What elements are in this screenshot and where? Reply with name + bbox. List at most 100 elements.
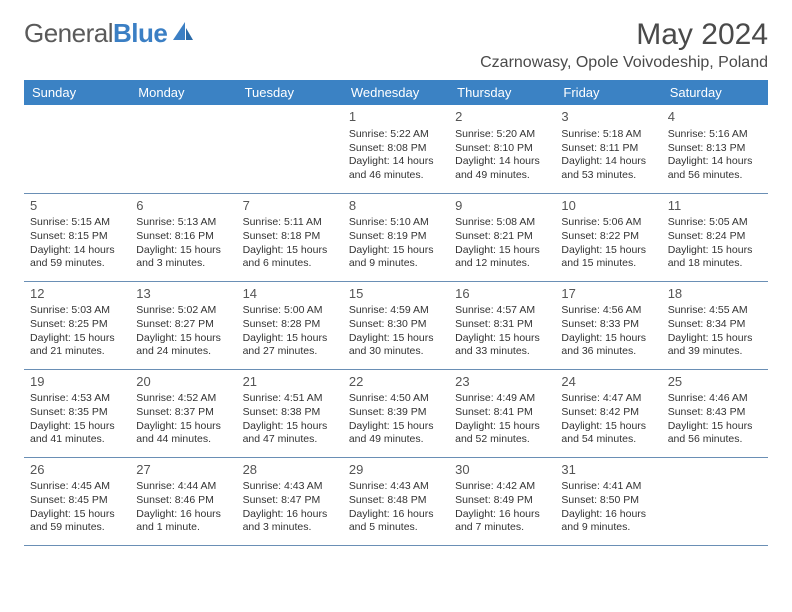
- day-header: Monday: [130, 80, 236, 105]
- calendar-cell: [130, 105, 236, 193]
- calendar-cell: 13Sunrise: 5:02 AMSunset: 8:27 PMDayligh…: [130, 281, 236, 369]
- daylight-line: Daylight: 15 hours and 44 minutes.: [136, 420, 230, 447]
- day-number: 21: [243, 374, 337, 391]
- day-number: 2: [455, 109, 549, 126]
- calendar-cell: 3Sunrise: 5:18 AMSunset: 8:11 PMDaylight…: [555, 105, 661, 193]
- sunrise-line: Sunrise: 4:53 AM: [30, 392, 124, 406]
- logo-text: GeneralBlue: [24, 18, 167, 49]
- calendar-cell: 20Sunrise: 4:52 AMSunset: 8:37 PMDayligh…: [130, 369, 236, 457]
- calendar-row: 12Sunrise: 5:03 AMSunset: 8:25 PMDayligh…: [24, 281, 768, 369]
- calendar-cell: 22Sunrise: 4:50 AMSunset: 8:39 PMDayligh…: [343, 369, 449, 457]
- sunrise-line: Sunrise: 4:49 AM: [455, 392, 549, 406]
- sunset-line: Sunset: 8:13 PM: [668, 142, 762, 156]
- calendar-cell: 5Sunrise: 5:15 AMSunset: 8:15 PMDaylight…: [24, 193, 130, 281]
- sunrise-line: Sunrise: 5:06 AM: [561, 216, 655, 230]
- month-title: May 2024: [480, 18, 768, 52]
- daylight-line: Daylight: 14 hours and 46 minutes.: [349, 155, 443, 182]
- daylight-line: Daylight: 15 hours and 47 minutes.: [243, 420, 337, 447]
- sunrise-line: Sunrise: 5:10 AM: [349, 216, 443, 230]
- day-number: 30: [455, 462, 549, 479]
- day-number: 6: [136, 198, 230, 215]
- daylight-line: Daylight: 16 hours and 9 minutes.: [561, 508, 655, 535]
- daylight-line: Daylight: 15 hours and 21 minutes.: [30, 332, 124, 359]
- sunrise-line: Sunrise: 4:52 AM: [136, 392, 230, 406]
- calendar-cell: 19Sunrise: 4:53 AMSunset: 8:35 PMDayligh…: [24, 369, 130, 457]
- daylight-line: Daylight: 14 hours and 59 minutes.: [30, 244, 124, 271]
- day-number: 11: [668, 198, 762, 215]
- sunset-line: Sunset: 8:08 PM: [349, 142, 443, 156]
- calendar-cell: 10Sunrise: 5:06 AMSunset: 8:22 PMDayligh…: [555, 193, 661, 281]
- sunset-line: Sunset: 8:21 PM: [455, 230, 549, 244]
- daylight-line: Daylight: 16 hours and 7 minutes.: [455, 508, 549, 535]
- sunset-line: Sunset: 8:35 PM: [30, 406, 124, 420]
- calendar-cell: [662, 457, 768, 545]
- calendar-cell: 24Sunrise: 4:47 AMSunset: 8:42 PMDayligh…: [555, 369, 661, 457]
- sunrise-line: Sunrise: 4:59 AM: [349, 304, 443, 318]
- day-number: 18: [668, 286, 762, 303]
- day-number: 1: [349, 109, 443, 126]
- calendar-header-row: SundayMondayTuesdayWednesdayThursdayFrid…: [24, 80, 768, 105]
- sunset-line: Sunset: 8:28 PM: [243, 318, 337, 332]
- daylight-line: Daylight: 15 hours and 56 minutes.: [668, 420, 762, 447]
- daylight-line: Daylight: 15 hours and 6 minutes.: [243, 244, 337, 271]
- sunrise-line: Sunrise: 5:22 AM: [349, 128, 443, 142]
- day-header: Wednesday: [343, 80, 449, 105]
- sunrise-line: Sunrise: 5:00 AM: [243, 304, 337, 318]
- daylight-line: Daylight: 15 hours and 3 minutes.: [136, 244, 230, 271]
- calendar-cell: 25Sunrise: 4:46 AMSunset: 8:43 PMDayligh…: [662, 369, 768, 457]
- sunset-line: Sunset: 8:33 PM: [561, 318, 655, 332]
- sunrise-line: Sunrise: 5:11 AM: [243, 216, 337, 230]
- calendar-cell: [24, 105, 130, 193]
- calendar-cell: [237, 105, 343, 193]
- sunrise-line: Sunrise: 4:47 AM: [561, 392, 655, 406]
- calendar-cell: 12Sunrise: 5:03 AMSunset: 8:25 PMDayligh…: [24, 281, 130, 369]
- calendar-cell: 1 Sunrise: 5:22 AMSunset: 8:08 PMDaylight…: [343, 105, 449, 193]
- sunset-line: Sunset: 8:43 PM: [668, 406, 762, 420]
- day-number: 3: [561, 109, 655, 126]
- sunset-line: Sunset: 8:34 PM: [668, 318, 762, 332]
- day-number: 24: [561, 374, 655, 391]
- calendar-cell: 14Sunrise: 5:00 AMSunset: 8:28 PMDayligh…: [237, 281, 343, 369]
- sunrise-line: Sunrise: 4:56 AM: [561, 304, 655, 318]
- sunrise-line: Sunrise: 5:15 AM: [30, 216, 124, 230]
- calendar-cell: 2Sunrise: 5:20 AMSunset: 8:10 PMDaylight…: [449, 105, 555, 193]
- sunset-line: Sunset: 8:49 PM: [455, 494, 549, 508]
- logo-word-b: Blue: [113, 18, 167, 48]
- day-number: 17: [561, 286, 655, 303]
- daylight-line: Daylight: 15 hours and 59 minutes.: [30, 508, 124, 535]
- sunset-line: Sunset: 8:47 PM: [243, 494, 337, 508]
- daylight-line: Daylight: 15 hours and 54 minutes.: [561, 420, 655, 447]
- sunset-line: Sunset: 8:24 PM: [668, 230, 762, 244]
- day-number: 25: [668, 374, 762, 391]
- calendar-row: 1 Sunrise: 5:22 AMSunset: 8:08 PMDaylight…: [24, 105, 768, 193]
- daylight-line: Daylight: 15 hours and 33 minutes.: [455, 332, 549, 359]
- sunrise-line: Sunrise: 4:50 AM: [349, 392, 443, 406]
- daylight-line: Daylight: 15 hours and 27 minutes.: [243, 332, 337, 359]
- sunrise-line: Sunrise: 4:43 AM: [243, 480, 337, 494]
- calendar-cell: 9Sunrise: 5:08 AMSunset: 8:21 PMDaylight…: [449, 193, 555, 281]
- sunset-line: Sunset: 8:30 PM: [349, 318, 443, 332]
- calendar-cell: 18Sunrise: 4:55 AMSunset: 8:34 PMDayligh…: [662, 281, 768, 369]
- day-number: 5: [30, 198, 124, 215]
- sunset-line: Sunset: 8:41 PM: [455, 406, 549, 420]
- day-header: Tuesday: [237, 80, 343, 105]
- header: GeneralBlue May 2024 Czarnowasy, Opole V…: [24, 18, 768, 72]
- daylight-line: Daylight: 15 hours and 36 minutes.: [561, 332, 655, 359]
- calendar-cell: 6Sunrise: 5:13 AMSunset: 8:16 PMDaylight…: [130, 193, 236, 281]
- sunset-line: Sunset: 8:50 PM: [561, 494, 655, 508]
- title-block: May 2024 Czarnowasy, Opole Voivodeship, …: [480, 18, 768, 72]
- calendar-cell: 16Sunrise: 4:57 AMSunset: 8:31 PMDayligh…: [449, 281, 555, 369]
- calendar-table: SundayMondayTuesdayWednesdayThursdayFrid…: [24, 80, 768, 546]
- calendar-cell: 23Sunrise: 4:49 AMSunset: 8:41 PMDayligh…: [449, 369, 555, 457]
- sunrise-line: Sunrise: 4:41 AM: [561, 480, 655, 494]
- sunrise-line: Sunrise: 4:57 AM: [455, 304, 549, 318]
- calendar-cell: 15Sunrise: 4:59 AMSunset: 8:30 PMDayligh…: [343, 281, 449, 369]
- day-header: Sunday: [24, 80, 130, 105]
- calendar-cell: 30Sunrise: 4:42 AMSunset: 8:49 PMDayligh…: [449, 457, 555, 545]
- day-header: Saturday: [662, 80, 768, 105]
- calendar-cell: 27Sunrise: 4:44 AMSunset: 8:46 PMDayligh…: [130, 457, 236, 545]
- sunrise-line: Sunrise: 5:08 AM: [455, 216, 549, 230]
- sunset-line: Sunset: 8:38 PM: [243, 406, 337, 420]
- daylight-line: Daylight: 15 hours and 24 minutes.: [136, 332, 230, 359]
- day-number: 26: [30, 462, 124, 479]
